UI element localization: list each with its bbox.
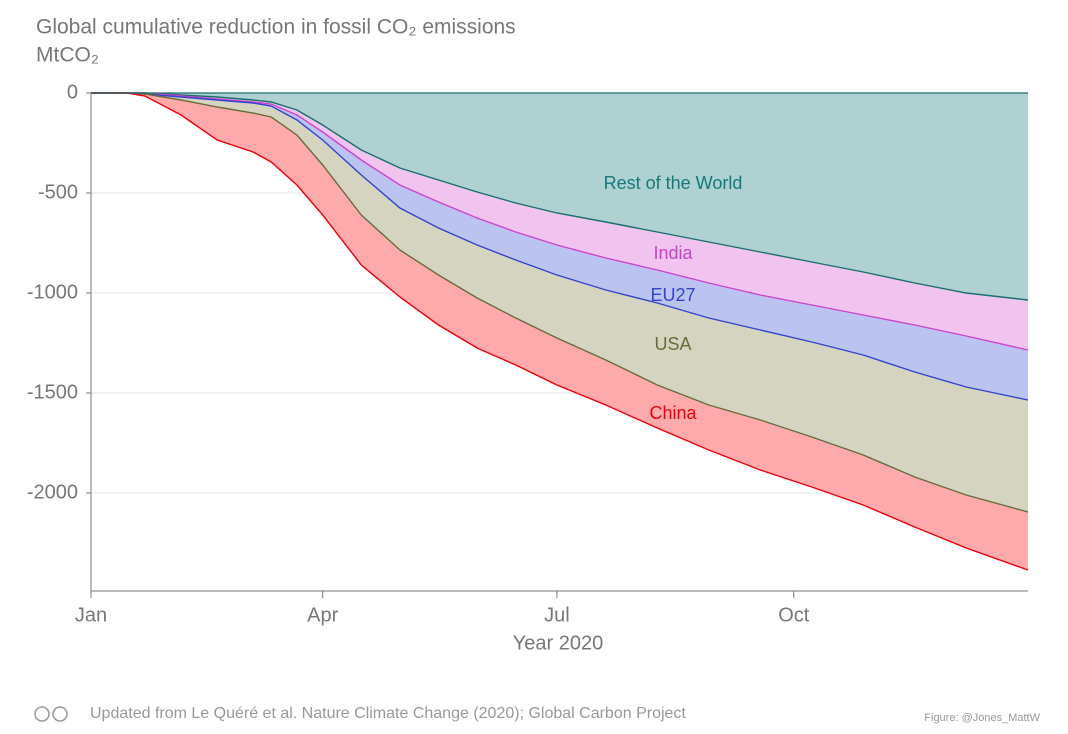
area [91, 93, 1028, 512]
credit: Figure: @Jones_MattW [924, 712, 1040, 724]
series-label: Rest of the World [604, 173, 743, 193]
x-tick-label: Oct [778, 604, 810, 626]
x-tick-label: Jan [75, 604, 107, 626]
area-edge [91, 92, 1029, 301]
series-label: India [653, 243, 693, 263]
area-edge [91, 92, 1029, 351]
area-edge [91, 92, 1029, 401]
y-tick-label: -2000 [27, 481, 78, 503]
area [91, 93, 1028, 350]
cc-icons [34, 706, 68, 722]
series-label: USA [654, 334, 691, 354]
y-tick-label: -500 [38, 181, 78, 203]
y-tick-label: -1500 [27, 381, 78, 403]
x-axis-label: Year 2020 [513, 632, 603, 654]
area [91, 93, 1028, 300]
footer: Updated from Le Quéré et al. Nature Clim… [90, 705, 686, 722]
series-label: EU27 [650, 285, 695, 305]
x-tick-label: Apr [307, 604, 338, 626]
y-tick-label: -1000 [27, 281, 78, 303]
area-edge [91, 92, 1029, 513]
y-tick-label: 0 [67, 81, 78, 103]
series-label: China [649, 403, 697, 423]
chart-title: Global cumulative reduction in fossil CO… [36, 16, 516, 39]
area [91, 93, 1028, 570]
y-axis-label: MtCO₂ [36, 44, 99, 67]
x-tick-label: Jul [544, 604, 570, 626]
area [91, 93, 1028, 400]
area-edge [91, 92, 1029, 571]
